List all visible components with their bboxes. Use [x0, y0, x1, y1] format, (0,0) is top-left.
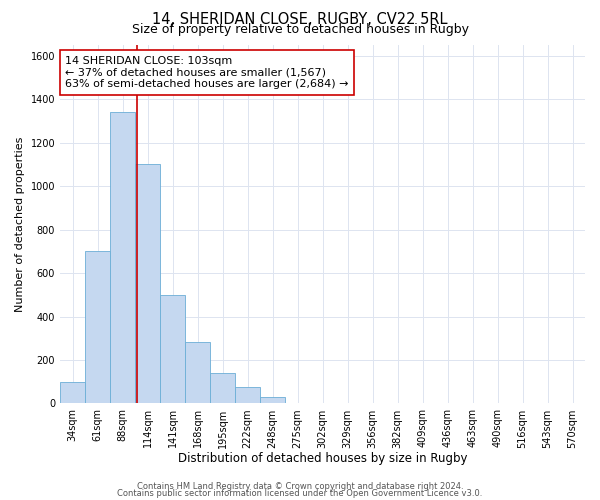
Text: Size of property relative to detached houses in Rugby: Size of property relative to detached ho…	[131, 22, 469, 36]
Bar	[160, 295, 185, 404]
Text: Contains public sector information licensed under the Open Government Licence v3: Contains public sector information licen…	[118, 489, 482, 498]
Text: Contains HM Land Registry data © Crown copyright and database right 2024.: Contains HM Land Registry data © Crown c…	[137, 482, 463, 491]
Bar	[110, 112, 135, 404]
Y-axis label: Number of detached properties: Number of detached properties	[15, 136, 25, 312]
Bar	[60, 382, 85, 404]
Bar	[85, 252, 110, 404]
Text: 14 SHERIDAN CLOSE: 103sqm
← 37% of detached houses are smaller (1,567)
63% of se: 14 SHERIDAN CLOSE: 103sqm ← 37% of detac…	[65, 56, 349, 89]
Bar	[260, 397, 285, 404]
X-axis label: Distribution of detached houses by size in Rugby: Distribution of detached houses by size …	[178, 452, 467, 465]
Bar	[185, 342, 210, 404]
Text: 14, SHERIDAN CLOSE, RUGBY, CV22 5RL: 14, SHERIDAN CLOSE, RUGBY, CV22 5RL	[152, 12, 448, 28]
Bar	[135, 164, 160, 404]
Bar	[210, 373, 235, 404]
Bar	[235, 387, 260, 404]
